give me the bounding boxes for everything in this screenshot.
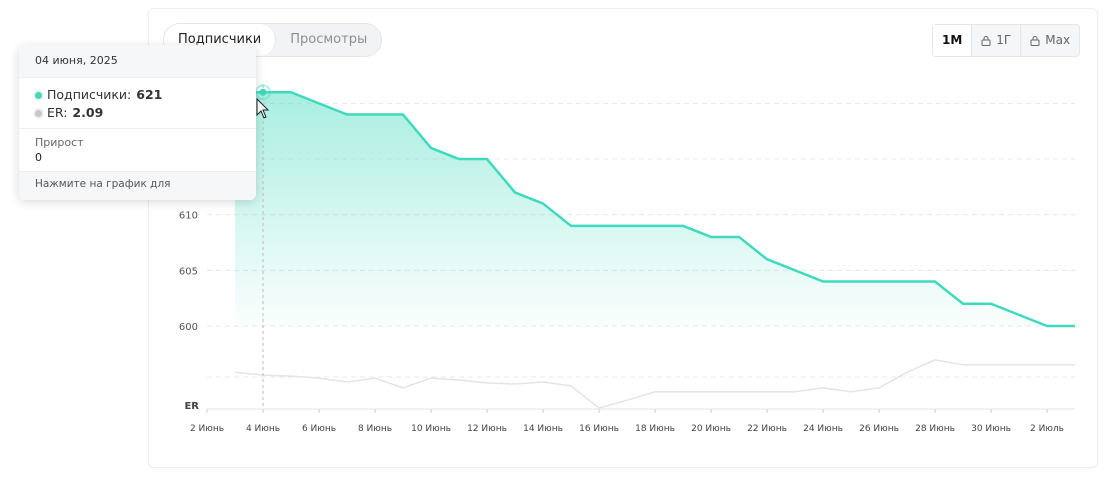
growth: Прирост 0 <box>19 129 256 172</box>
x-tick-label: 2 Июль <box>1030 424 1064 434</box>
tooltip-label: ER: <box>47 105 68 120</box>
tooltip-row: Подписчики: 621 <box>35 86 240 104</box>
x-tick-label: 26 Июнь <box>859 424 899 434</box>
tooltip: 04 июня, 2025 Подписчики: 621 ER: 2.09 При… <box>19 45 256 200</box>
x-tick-label: 28 Июнь <box>915 424 955 434</box>
x-tick-label: 12 Июнь <box>467 424 507 434</box>
legend-dot <box>35 109 42 117</box>
period-label: 1Г <box>996 33 1012 47</box>
er-line <box>234 359 1075 409</box>
tooltip-rows: Подписчики: 621 ER: 2.09 <box>19 78 256 129</box>
x-tick-label: 8 Июнь <box>358 424 392 434</box>
tooltip-hint: Нажмите на график для подробностей <box>19 172 256 200</box>
growth-value: 0 <box>35 151 42 164</box>
x-tick-label: 20 Июнь <box>691 424 731 434</box>
period-button[interactable]: 1M <box>933 25 972 56</box>
x-tick-label: 2 Июнь <box>190 424 224 434</box>
period-label: 1M <box>942 33 963 47</box>
x-tick-label: 22 Июнь <box>747 424 787 434</box>
tooltip-date: 04 июня, 2025 <box>19 45 256 78</box>
area-fill <box>235 92 1075 327</box>
y-tick-label: 600 <box>179 322 198 333</box>
x-tick-label: 6 Июнь <box>302 424 336 434</box>
subscribers-line <box>235 91 1075 328</box>
y2-axis-label: ER <box>184 401 199 412</box>
period-label: Max <box>1045 33 1071 47</box>
tooltip-value: 621 <box>136 87 163 102</box>
period-button[interactable]: Max <box>1020 25 1079 56</box>
lock-icon <box>981 36 991 46</box>
tab[interactable]: Просмотры <box>290 32 368 47</box>
tooltip-value: 2.09 <box>72 105 104 120</box>
x-tick-label: 24 Июнь <box>803 424 843 434</box>
tooltip-row: ER: 2.09 <box>35 104 240 122</box>
chart-card <box>148 8 1098 468</box>
cursor <box>256 97 270 119</box>
x-tick-label: 30 Июнь <box>971 424 1011 434</box>
tooltip-label: Подписчики: <box>47 87 132 102</box>
hover-ring <box>255 84 271 101</box>
y-tick-label: 605 <box>179 266 198 277</box>
x-tick-label: 14 Июнь <box>523 424 563 434</box>
legend-dot <box>35 91 42 99</box>
y-tick-label: 610 <box>179 211 198 222</box>
lock-icon <box>1030 36 1040 46</box>
growth-label: Прирост <box>35 136 84 149</box>
x-tick-label: 18 Июнь <box>635 424 675 434</box>
hover-point <box>259 88 267 96</box>
x-tick-label: 16 Июнь <box>579 424 619 434</box>
period-button[interactable]: 1Г <box>971 25 1020 56</box>
x-tick-label: 4 Июнь <box>246 424 280 434</box>
period-group: 1M 1Г Max <box>932 24 1081 57</box>
x-tick-label: 10 Июнь <box>411 424 451 434</box>
